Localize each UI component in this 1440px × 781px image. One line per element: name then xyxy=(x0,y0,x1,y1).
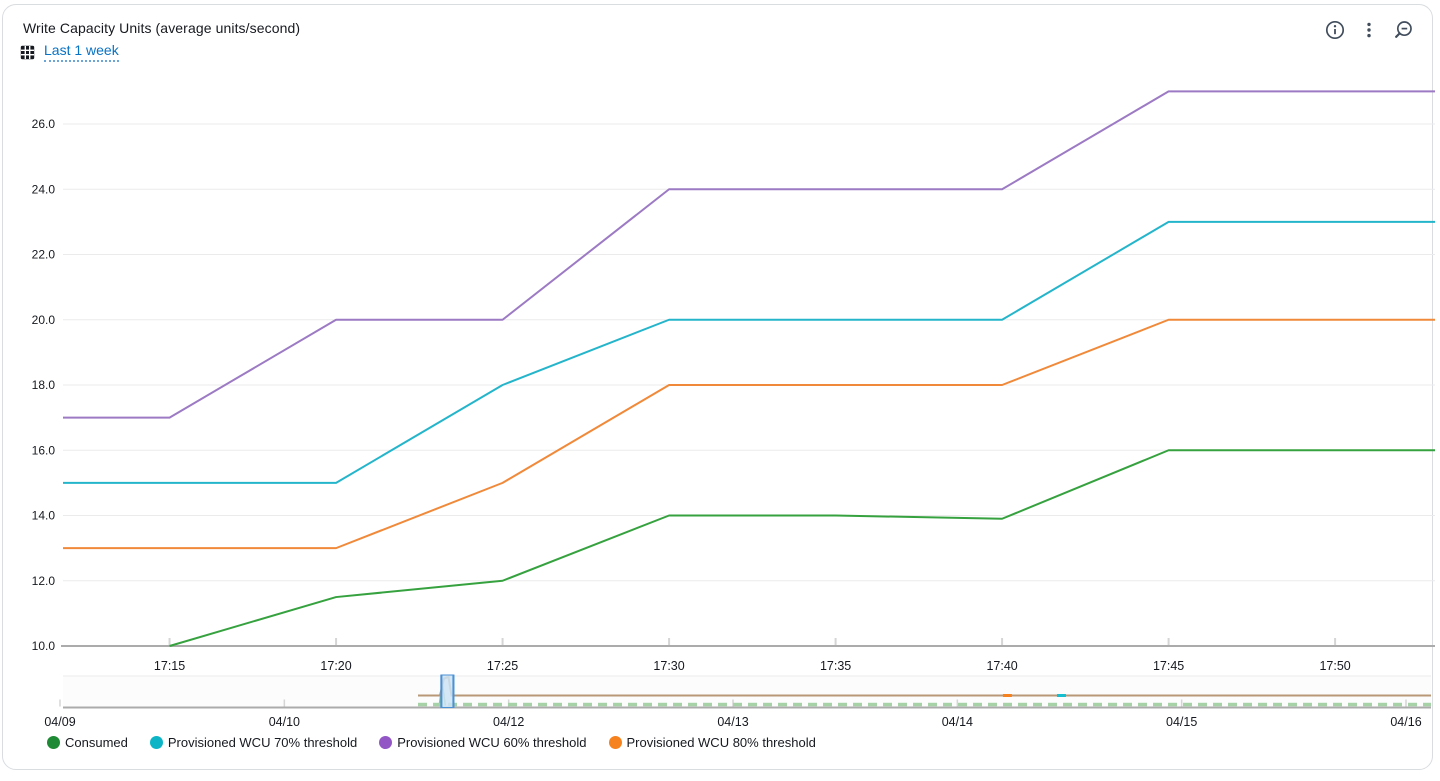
legend-color-dot xyxy=(149,736,163,749)
legend-item-wcu-70[interactable]: Provisioned WCU 70% threshold xyxy=(149,735,358,750)
x-axis-label: 17:45 xyxy=(1153,659,1184,673)
series-line-provisioned-wcu-70-threshold xyxy=(63,220,1435,484)
x-axis-label: 17:20 xyxy=(320,659,351,673)
timeline-date-label: 04/10 xyxy=(269,715,300,729)
series-line-provisioned-wcu-60-threshold xyxy=(63,90,1435,419)
chart-plot-area[interactable] xyxy=(63,80,1435,646)
main-chart[interactable]: 26.0 24.0 22.0 20.0 18.0 16.0 14.0 12.0 10.0 17:1… xyxy=(3,5,1440,781)
timeline-overview[interactable] xyxy=(63,676,1431,708)
info-button[interactable] xyxy=(1322,17,1348,43)
x-axis-label: 17:30 xyxy=(653,659,684,673)
time-range-control: Last 1 week xyxy=(20,42,119,62)
info-icon xyxy=(1325,20,1345,40)
metric-widget-card: 26.0 24.0 22.0 20.0 18.0 16.0 14.0 12.0 10.0 17:1… xyxy=(2,4,1435,770)
y-axis-label: 16.0 xyxy=(32,443,56,457)
legend-item-label: Provisioned WCU 70% threshold xyxy=(167,735,358,750)
x-axis-label: 17:40 xyxy=(986,659,1017,673)
y-axis-label: 10.0 xyxy=(32,639,56,653)
legend-item-consumed[interactable]: Consumed xyxy=(47,735,128,750)
timeline-date-label: 04/16 xyxy=(1390,715,1421,729)
y-axis-label: 26.0 xyxy=(32,117,56,131)
timeline-date-label: 04/09 xyxy=(44,715,75,729)
page-title: Write Capacity Units (average units/seco… xyxy=(23,20,301,36)
x-axis-label: 17:50 xyxy=(1319,659,1350,673)
widget-menu-button[interactable] xyxy=(1356,17,1382,43)
x-axis-label: 17:15 xyxy=(154,659,185,673)
widget-actions xyxy=(1322,17,1416,43)
legend-color-dot xyxy=(47,736,60,749)
y-axis-label: 12.0 xyxy=(32,574,56,588)
legend-item-wcu-80[interactable]: Provisioned WCU 80% threshold xyxy=(608,735,816,750)
timeline-date-label: 04/14 xyxy=(942,715,973,729)
legend-item-label: Consumed xyxy=(65,735,128,750)
series-line-consumed xyxy=(169,449,1435,647)
kebab-menu-icon xyxy=(1367,22,1371,38)
series-line-provisioned-wcu-80-threshold xyxy=(63,318,1435,550)
y-axis-label: 22.0 xyxy=(32,248,56,262)
legend-color-dot xyxy=(608,736,622,749)
y-axis-label: 18.0 xyxy=(32,378,56,392)
zoom-out-icon xyxy=(1395,21,1412,38)
y-axis-label: 20.0 xyxy=(32,313,56,327)
timeline-date-label: 04/13 xyxy=(717,715,748,729)
legend-color-dot xyxy=(379,736,393,749)
timeline-date-label: 04/12 xyxy=(493,715,524,729)
legend: Consumed Provisioned WCU 70% threshold P… xyxy=(47,735,816,750)
y-axis-label: 24.0 xyxy=(32,182,56,196)
legend-item-label: Provisioned WCU 80% threshold xyxy=(626,735,816,750)
timeline-date-label: 04/15 xyxy=(1166,715,1197,729)
y-axis-label: 14.0 xyxy=(32,509,56,523)
time-range-grid-icon xyxy=(20,45,35,59)
time-range-link[interactable]: Last 1 week xyxy=(44,42,119,62)
zoom-out-button[interactable] xyxy=(1390,17,1416,43)
legend-item-label: Provisioned WCU 60% threshold xyxy=(397,735,587,750)
legend-item-wcu-60[interactable]: Provisioned WCU 60% threshold xyxy=(379,735,587,750)
x-axis-label: 17:35 xyxy=(820,659,851,673)
x-axis-label: 17:25 xyxy=(487,659,518,673)
timeline-selection-handle[interactable] xyxy=(440,674,455,708)
